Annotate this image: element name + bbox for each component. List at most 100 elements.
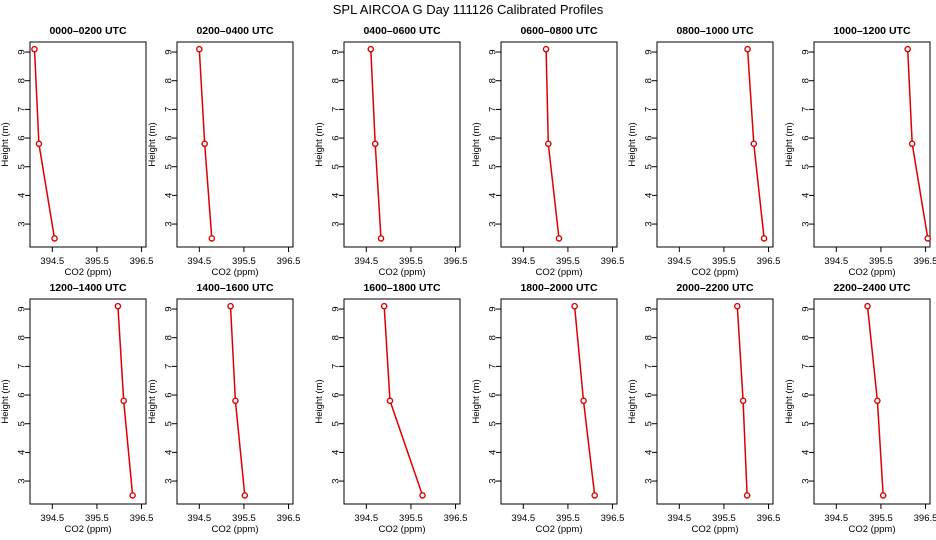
x-tick-label: 395.5 (712, 513, 736, 524)
plot-frame (813, 298, 931, 505)
y-tick-label: 6 (330, 392, 341, 397)
y-tick-label: 8 (643, 335, 654, 340)
y-tick-label: 8 (643, 78, 654, 83)
panel-title: 1800–2000 UTC (520, 282, 597, 294)
profile-point (241, 492, 249, 499)
profile-panel: 1600–1800 UTC 394.5 395.5 396.5 3 4 5 6 7 8 9 CO2 (… (314, 282, 467, 535)
y-tick-label: 5 (800, 421, 811, 426)
profile-point (386, 397, 394, 405)
y-tick-label: 5 (330, 421, 341, 426)
y-tick-label: 4 (163, 450, 174, 455)
x-tick-label: 394.5 (187, 513, 211, 524)
y-tick-label: 8 (163, 78, 174, 83)
x-axis-label: CO2 (ppm) (65, 267, 112, 278)
x-axis-label: CO2 (ppm) (379, 267, 426, 278)
profile-point (864, 302, 871, 310)
y-tick-label: 4 (163, 193, 174, 198)
x-tick-label: 396.5 (444, 513, 468, 524)
profile-point (377, 235, 385, 242)
profile-point (739, 397, 747, 405)
x-tick-label: 394.5 (824, 513, 848, 524)
plot-frame (29, 41, 147, 248)
x-tick-label: 394.5 (354, 513, 378, 524)
y-tick-label: 3 (16, 478, 27, 483)
profile-point (734, 302, 741, 310)
x-tick-label: 395.5 (869, 256, 893, 267)
y-tick-label: 5 (16, 421, 27, 426)
y-tick-label: 8 (330, 78, 341, 83)
y-tick-label: 8 (487, 335, 498, 340)
profile-point (114, 302, 122, 310)
y-axis-label: Height (m) (314, 122, 325, 166)
x-tick-label: 394.5 (187, 256, 211, 267)
y-tick-label: 5 (487, 421, 498, 426)
x-tick-label: 394.5 (511, 256, 535, 267)
profile-point (227, 302, 234, 310)
y-tick-label: 3 (330, 221, 341, 226)
y-tick-label: 7 (643, 364, 654, 369)
x-tick-label: 396.5 (601, 256, 625, 267)
profile-panel: 1200–1400 UTC 394.5 395.5 396.5 3 4 5 6 7 8 9 CO2 (… (0, 282, 153, 535)
profile-point (419, 492, 426, 499)
y-tick-label: 9 (800, 306, 811, 311)
panel-title: 1600–1800 UTC (363, 282, 440, 294)
panels-group: 0000–0200 UTC 394.5 395.5 396.5 3 4 5 6 7 8 9 CO2 (… (0, 25, 936, 535)
x-tick-label: 394.5 (824, 256, 848, 267)
y-axis-label: Height (m) (784, 122, 795, 166)
y-tick-label: 5 (643, 421, 654, 426)
profile-point (196, 45, 203, 53)
y-tick-label: 4 (16, 450, 27, 455)
y-tick-label: 4 (487, 450, 498, 455)
x-tick-label: 395.5 (556, 256, 580, 267)
profile-panel: 1400–1600 UTC 394.5 395.5 396.5 3 4 5 6 7 8 9 CO2 (… (147, 282, 300, 535)
x-tick-label: 395.5 (85, 513, 109, 524)
y-tick-label: 4 (487, 193, 498, 198)
x-tick-label: 396.5 (914, 256, 936, 267)
y-tick-label: 3 (163, 221, 174, 226)
plot-frame (500, 298, 618, 505)
y-tick-label: 7 (330, 364, 341, 369)
y-tick-label: 6 (487, 392, 498, 397)
profile-point (544, 140, 552, 148)
x-tick-label: 394.5 (40, 256, 64, 267)
y-tick-label: 3 (643, 221, 654, 226)
y-tick-label: 3 (487, 478, 498, 483)
x-axis-label: CO2 (ppm) (692, 524, 739, 535)
profile-point (571, 302, 578, 310)
plot-frame (29, 298, 147, 505)
x-tick-label: 396.5 (277, 513, 301, 524)
plot-frame (813, 41, 931, 248)
y-tick-label: 9 (330, 306, 341, 311)
x-tick-label: 394.5 (511, 513, 535, 524)
x-axis-label: CO2 (ppm) (692, 267, 739, 278)
y-tick-label: 9 (643, 306, 654, 311)
y-tick-label: 8 (16, 78, 27, 83)
y-tick-label: 4 (16, 193, 27, 198)
y-axis-label: Height (m) (0, 379, 11, 423)
profile-point (744, 45, 751, 53)
x-tick-label: 396.5 (444, 256, 468, 267)
y-tick-label: 9 (643, 49, 654, 54)
y-tick-label: 3 (163, 478, 174, 483)
y-tick-label: 5 (800, 164, 811, 169)
y-tick-label: 9 (16, 49, 27, 54)
y-tick-label: 6 (643, 392, 654, 397)
y-tick-label: 6 (330, 135, 341, 140)
profile-point (120, 397, 127, 405)
profile-point (232, 397, 239, 405)
y-axis-label: Height (m) (147, 379, 158, 423)
y-tick-label: 5 (163, 164, 174, 169)
y-tick-label: 3 (487, 221, 498, 226)
y-tick-label: 3 (330, 478, 341, 483)
profile-point (208, 235, 216, 242)
profile-point (591, 492, 598, 499)
y-tick-label: 6 (487, 135, 498, 140)
y-tick-label: 4 (330, 450, 341, 455)
profile-point (904, 45, 911, 53)
y-tick-label: 7 (16, 107, 27, 112)
x-tick-label: 396.5 (130, 256, 154, 267)
y-axis-label: Height (m) (784, 379, 795, 423)
panel-title: 0400–0600 UTC (363, 25, 440, 37)
panel-title: 0200–0400 UTC (196, 25, 273, 37)
x-tick-label: 395.5 (712, 256, 736, 267)
